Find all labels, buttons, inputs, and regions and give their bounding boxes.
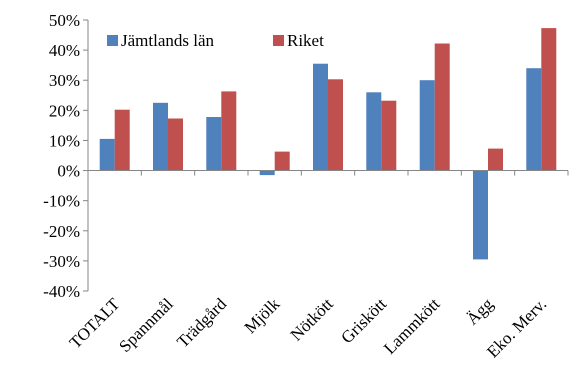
plot-area: -40%-30%-20%-10%0%10%20%30%40%50%TOTALTS… xyxy=(43,11,569,361)
y-tick-label: -20% xyxy=(43,222,80,241)
bar-jamtland-8 xyxy=(526,68,542,171)
bar-jamtland-5 xyxy=(366,92,382,171)
bar-jamtland-3 xyxy=(259,170,275,176)
legend-swatch-jamtland xyxy=(107,35,118,46)
y-tick-label: 40% xyxy=(49,41,80,60)
x-category-label: Ägg xyxy=(463,294,497,328)
bar-jamtland-4 xyxy=(313,63,328,171)
bar-jamtland-1 xyxy=(153,102,168,171)
bar-riket-5 xyxy=(381,100,397,171)
x-category-label: Griskött xyxy=(337,294,390,347)
bar-jamtland-2 xyxy=(206,117,222,171)
bar-riket-2 xyxy=(221,91,237,171)
bar-riket-1 xyxy=(168,118,183,171)
bar-riket-7 xyxy=(488,148,503,171)
bar-jamtland-6 xyxy=(419,80,435,171)
x-category-label: Trädgård xyxy=(173,294,230,351)
bar-riket-3 xyxy=(274,151,290,171)
legend: Jämtlands län Riket xyxy=(107,31,324,50)
bar-riket-0 xyxy=(114,109,130,171)
y-tick-label: 30% xyxy=(49,71,80,90)
x-category-label: Spannmål xyxy=(115,294,177,356)
x-category-label: Nötkött xyxy=(287,294,337,344)
bar-jamtland-0 xyxy=(99,138,115,171)
x-category-label: Mjölk xyxy=(241,294,284,337)
y-tick-label: -10% xyxy=(43,192,80,211)
y-tick-label: -30% xyxy=(43,252,80,271)
bar-riket-8 xyxy=(541,28,557,171)
legend-label-riket: Riket xyxy=(287,31,324,50)
bar-riket-4 xyxy=(328,79,343,171)
y-tick-label: 20% xyxy=(49,101,80,120)
y-tick-label: -40% xyxy=(43,282,80,301)
y-tick-label: 0% xyxy=(57,162,80,181)
x-category-label: Lammkött xyxy=(380,294,444,358)
y-tick-label: 50% xyxy=(49,11,80,30)
bar-riket-6 xyxy=(434,43,450,171)
y-tick-label: 10% xyxy=(49,131,80,150)
legend-swatch-riket xyxy=(273,35,284,46)
legend-label-jamtland: Jämtlands län xyxy=(121,31,215,50)
bar-jamtland-7 xyxy=(473,170,488,260)
